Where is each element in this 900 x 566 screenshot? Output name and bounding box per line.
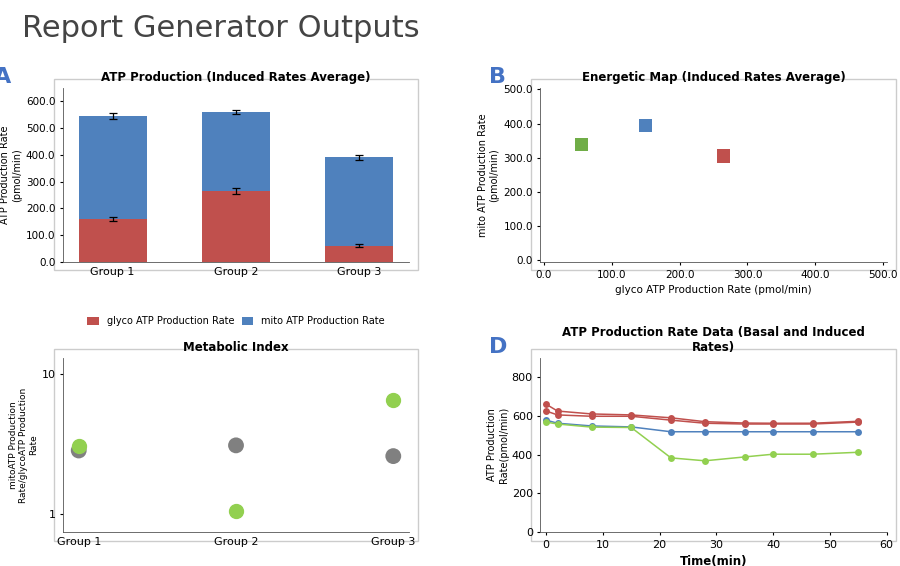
Title: ATP Production (Induced Rates Average): ATP Production (Induced Rates Average) xyxy=(102,71,371,84)
Bar xyxy=(78,219,147,262)
Bar xyxy=(202,191,270,262)
Title: ATP Production Rate Data (Basal and Induced
Rates): ATP Production Rate Data (Basal and Indu… xyxy=(562,326,865,354)
Text: Report Generator Outputs: Report Generator Outputs xyxy=(22,14,420,43)
Y-axis label: mito ATP Production Rate
(pmol/min): mito ATP Production Rate (pmol/min) xyxy=(478,113,500,237)
Text: B: B xyxy=(489,67,506,87)
Point xyxy=(574,140,589,149)
Bar xyxy=(326,157,393,246)
Y-axis label: ATP Production Rate
(pmol/min): ATP Production Rate (pmol/min) xyxy=(0,126,22,224)
Point xyxy=(71,446,86,455)
X-axis label: Time(min): Time(min) xyxy=(680,555,747,566)
X-axis label: glyco ATP Production Rate (pmol/min): glyco ATP Production Rate (pmol/min) xyxy=(616,285,812,295)
Point xyxy=(229,441,243,450)
Point xyxy=(716,152,731,161)
Bar xyxy=(202,112,270,191)
Title: Metabolic Index: Metabolic Index xyxy=(184,341,289,354)
Bar xyxy=(326,246,393,262)
Bar xyxy=(78,116,147,219)
Title: Energetic Map (Induced Rates Average): Energetic Map (Induced Rates Average) xyxy=(581,71,845,84)
Legend: glyco ATP Production Rate, mito ATP Production Rate: glyco ATP Production Rate, mito ATP Prod… xyxy=(83,312,389,331)
Y-axis label: mitoATP Production
Rate/glycoATP Production
Rate: mitoATP Production Rate/glycoATP Product… xyxy=(9,387,39,503)
Point xyxy=(386,452,400,461)
Y-axis label: ATP Production
Rate(pmol/min): ATP Production Rate(pmol/min) xyxy=(487,407,508,483)
Text: A: A xyxy=(0,67,11,87)
Text: D: D xyxy=(489,337,507,357)
Point xyxy=(638,121,652,130)
